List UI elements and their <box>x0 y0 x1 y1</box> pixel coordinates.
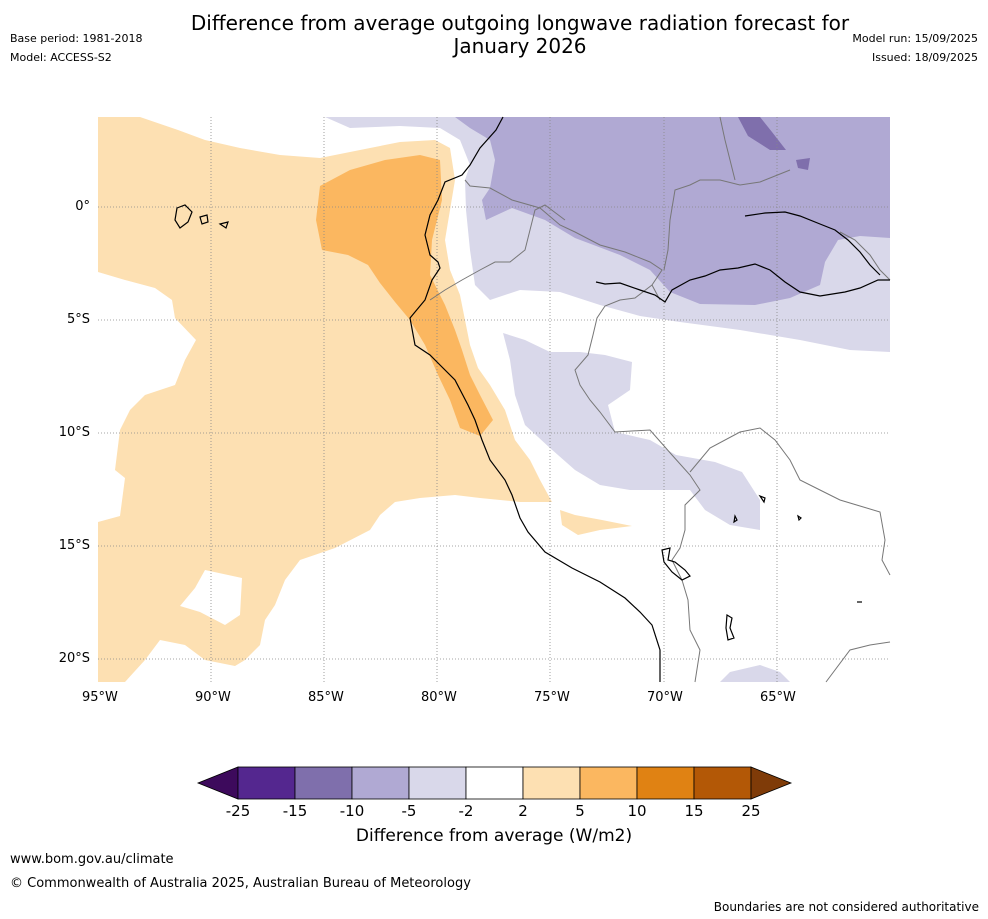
lon-label-90w: 90°W <box>195 690 231 705</box>
colorbar-bin-9 <box>693 766 752 800</box>
colorbar-tick: 25 <box>741 802 761 820</box>
colorbar-bin-8 <box>636 766 695 800</box>
lat-label-5s: 5°S <box>66 312 90 327</box>
country-borders <box>429 116 891 683</box>
title-line-2: January 2026 <box>453 34 587 58</box>
anomaly-region-light-orange <box>98 117 552 682</box>
anomaly-region-dark-purple <box>738 117 786 150</box>
copyright-text: © Commonwealth of Australia 2025, Austra… <box>10 876 471 891</box>
model-run: Model run: 15/09/2025 <box>852 32 978 45</box>
website-link[interactable]: www.bom.gov.au/climate <box>10 852 174 867</box>
map-gridlines <box>98 117 890 682</box>
colorbar <box>196 766 793 800</box>
map-plot-area <box>98 117 890 682</box>
colorbar-bin-5 <box>465 766 524 800</box>
disclaimer-text: Boundaries are not considered authoritat… <box>713 900 979 914</box>
colorbar-bin-1 <box>237 766 296 800</box>
colorbar-extend-high <box>750 766 793 800</box>
anomaly-patch-orange-small <box>560 510 632 535</box>
lat-label-0: 0° <box>75 199 90 214</box>
lat-label-20s: 20°S <box>58 651 90 666</box>
lon-label-75w: 75°W <box>534 690 570 705</box>
colorbar-tick: 15 <box>684 802 704 820</box>
lon-label-70w: 70°W <box>647 690 683 705</box>
colorbar-bin-3 <box>351 766 410 800</box>
anomaly-patch-small <box>796 158 810 170</box>
model-name: Model: ACCESS-S2 <box>10 51 112 64</box>
colorbar-label: Difference from average (W/m2) <box>355 826 633 846</box>
colorbar-tick: 2 <box>518 802 528 820</box>
lat-label-10s: 10°S <box>58 425 90 440</box>
coastline <box>174 116 890 682</box>
lon-label-95w: 95°W <box>82 690 118 705</box>
issued-date: Issued: 18/09/2025 <box>871 51 978 64</box>
anomaly-patch-south <box>720 665 790 682</box>
colorbar-tick: -15 <box>282 802 308 820</box>
colorbar-bin-6 <box>522 766 581 800</box>
colorbar-tick: -2 <box>458 802 474 820</box>
anomaly-region-orange <box>316 155 493 436</box>
colorbar-tick: -10 <box>339 802 365 820</box>
title-line-1: Difference from average outgoing longwav… <box>190 11 850 35</box>
colorbar-tick: -5 <box>401 802 417 820</box>
colorbar-bin-7 <box>579 766 638 800</box>
map-title: Difference from average outgoing longwav… <box>0 12 988 58</box>
colorbar-tick: -25 <box>225 802 251 820</box>
colorbar-tick: 5 <box>575 802 585 820</box>
lon-label-85w: 85°W <box>308 690 344 705</box>
anomaly-region-light-purple-south <box>503 333 760 530</box>
base-period: Base period: 1981-2018 <box>10 32 143 45</box>
colorbar-bin-4 <box>408 766 467 800</box>
lat-label-15s: 15°S <box>58 538 90 553</box>
colorbar-bin-2 <box>294 766 353 800</box>
colorbar-extend-low <box>196 766 239 800</box>
lon-label-65w: 65°W <box>760 690 796 705</box>
lon-label-80w: 80°W <box>421 690 457 705</box>
anomaly-region-purple <box>455 117 890 305</box>
colorbar-tick: 10 <box>627 802 647 820</box>
